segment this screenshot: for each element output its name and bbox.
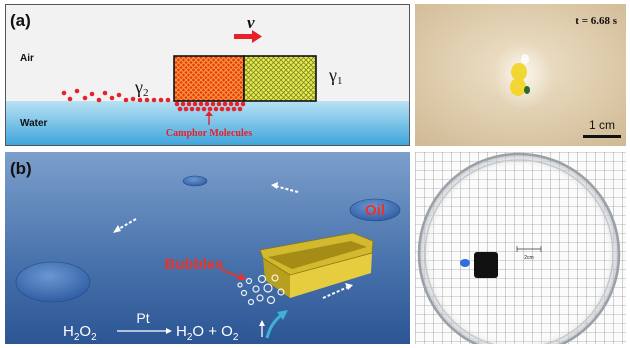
gamma-1-label: γ1 bbox=[328, 65, 342, 87]
scale-label: 1 cm bbox=[589, 118, 615, 132]
panel-b-schematic: (b) Oil Bubb bbox=[5, 152, 410, 344]
boat bbox=[259, 232, 374, 298]
bubbles-label: Bubbles bbox=[164, 256, 223, 273]
time-label: t = 6.68 s bbox=[575, 15, 617, 27]
camphor-arrow bbox=[205, 111, 213, 125]
camphor-dots bbox=[61, 88, 246, 112]
motion-arrows bbox=[113, 182, 353, 299]
bubbles-arrow bbox=[221, 269, 246, 280]
reaction-equation: H2O2 Pt H2O + O2 bbox=[63, 310, 265, 343]
petri-dish-shade bbox=[418, 153, 620, 344]
panel-a-svg: (a) Air Water v γ2 γ1 bbox=[6, 5, 409, 145]
boat-body-block bbox=[243, 55, 317, 102]
oil-droplet-small bbox=[182, 175, 208, 187]
water-layer bbox=[6, 101, 409, 145]
air-label: Air bbox=[20, 53, 34, 64]
panel-a-schematic: (a) Air Water v γ2 γ1 bbox=[5, 4, 410, 146]
oil-label: Oil bbox=[365, 202, 385, 219]
equation-products: H2O + O2 bbox=[176, 323, 239, 343]
boat-photo bbox=[474, 252, 498, 278]
water-label: Water bbox=[20, 118, 48, 129]
camphor-block bbox=[173, 55, 245, 102]
equation-arrowhead bbox=[166, 328, 172, 334]
oil-droplet-large bbox=[15, 261, 91, 303]
camphor-boat-photo bbox=[510, 54, 530, 96]
oil-droplet-right bbox=[349, 198, 401, 222]
panel-a-label: (a) bbox=[10, 11, 31, 30]
panel-b-svg: (b) Oil Bubb bbox=[5, 152, 410, 344]
panel-b-photo: 2cm bbox=[415, 152, 626, 344]
panel-b-photo-svg: 2cm bbox=[415, 152, 626, 344]
velocity-arrow bbox=[234, 30, 262, 43]
equation-catalyst: Pt bbox=[136, 310, 149, 326]
oil-drop-photo bbox=[460, 259, 470, 267]
equation-reactant: H2O2 bbox=[63, 323, 97, 343]
velocity-symbol: v bbox=[247, 13, 255, 32]
teal-flow-arrow bbox=[265, 310, 288, 339]
scale-marker bbox=[516, 246, 542, 252]
petri-dish-rim-outer bbox=[417, 152, 621, 344]
bubbles bbox=[237, 274, 285, 306]
scale-text: 2cm bbox=[524, 255, 533, 261]
scale-bar bbox=[583, 135, 621, 138]
gamma-2-label: γ2 bbox=[134, 77, 148, 99]
panel-b-label: (b) bbox=[10, 159, 32, 178]
petri-dish-rim-inner bbox=[424, 159, 614, 344]
gas-up-arrowhead bbox=[259, 320, 265, 326]
camphor-label: Camphor Molecules bbox=[166, 128, 252, 139]
panel-a-photo-svg: t = 6.68 s 1 cm bbox=[415, 4, 626, 146]
panel-a-photo: t = 6.68 s 1 cm bbox=[415, 4, 626, 146]
